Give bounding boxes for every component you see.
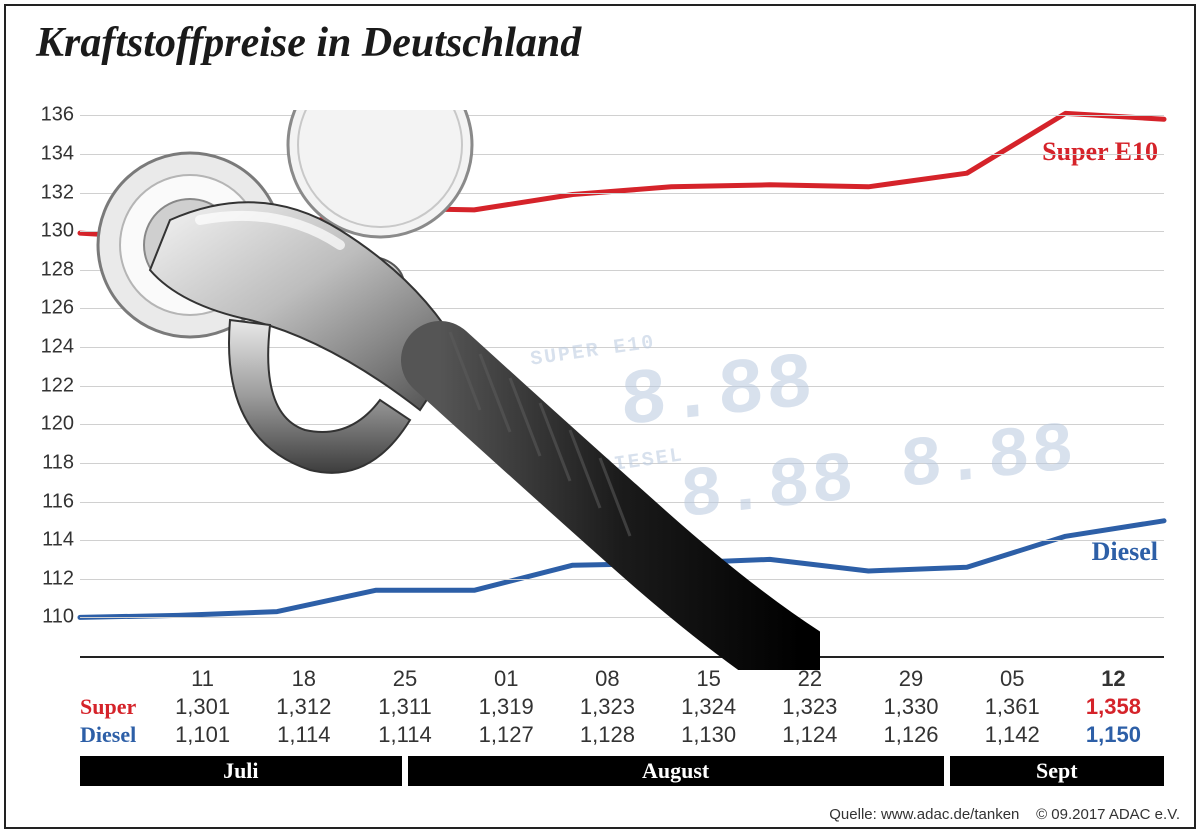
table-dates-row: 11182501081522290512 bbox=[80, 666, 1164, 694]
gridline bbox=[80, 347, 1164, 348]
gridline bbox=[80, 424, 1164, 425]
row-label: Diesel bbox=[80, 722, 152, 748]
series-label-super-e10: Super E10 bbox=[1042, 137, 1158, 167]
date-cell: 29 bbox=[860, 666, 961, 692]
ytick-label: 124 bbox=[36, 336, 74, 359]
date-cell: 08 bbox=[557, 666, 658, 692]
gridline bbox=[80, 617, 1164, 618]
gridline bbox=[80, 579, 1164, 580]
price-cell: 1,124 bbox=[759, 722, 860, 748]
gridline bbox=[80, 270, 1164, 271]
series-label-diesel: Diesel bbox=[1092, 537, 1158, 567]
series-line-super-e10 bbox=[80, 113, 1164, 238]
price-cell: 1,358 bbox=[1063, 694, 1164, 720]
ytick-label: 120 bbox=[36, 413, 74, 436]
chart-title: Kraftstoffpreise in Deutschland bbox=[36, 22, 581, 64]
price-cell: 1,311 bbox=[354, 694, 455, 720]
ytick-label: 132 bbox=[36, 181, 74, 204]
footer-source-label: Quelle: bbox=[829, 806, 877, 823]
gridline bbox=[80, 463, 1164, 464]
price-cell: 1,319 bbox=[456, 694, 557, 720]
price-cell: 1,114 bbox=[253, 722, 354, 748]
ytick-label: 134 bbox=[36, 142, 74, 165]
price-cell: 1,312 bbox=[253, 694, 354, 720]
gridline bbox=[80, 193, 1164, 194]
gridline bbox=[80, 308, 1164, 309]
gridline bbox=[80, 502, 1164, 503]
ytick-label: 114 bbox=[36, 529, 74, 552]
gridline bbox=[80, 386, 1164, 387]
gridline bbox=[80, 154, 1164, 155]
ytick-label: 130 bbox=[36, 220, 74, 243]
date-cell: 12 bbox=[1063, 666, 1164, 692]
price-cell: 1,150 bbox=[1063, 722, 1164, 748]
price-cell: 1,323 bbox=[557, 694, 658, 720]
date-cell: 15 bbox=[658, 666, 759, 692]
price-cell: 1,101 bbox=[152, 722, 253, 748]
date-cell: 25 bbox=[354, 666, 455, 692]
date-cell: 05 bbox=[962, 666, 1063, 692]
x-axis-baseline bbox=[80, 656, 1164, 658]
chart-area: Super E10 Diesel 110 112 114 116 118 120 122 12… bbox=[36, 96, 1164, 656]
ytick-label: 112 bbox=[36, 567, 74, 590]
price-cell: 1,361 bbox=[962, 694, 1063, 720]
ytick-label: 116 bbox=[36, 490, 74, 513]
footer-copyright: © 09.2017 ADAC e.V. bbox=[1036, 806, 1180, 823]
line-chart-svg bbox=[80, 96, 1164, 656]
price-cell: 1,330 bbox=[860, 694, 961, 720]
price-cell: 1,301 bbox=[152, 694, 253, 720]
date-cell: 18 bbox=[253, 666, 354, 692]
gridline bbox=[80, 540, 1164, 541]
ytick-label: 122 bbox=[36, 374, 74, 397]
price-cell: 1,114 bbox=[354, 722, 455, 748]
date-cell: 11 bbox=[152, 666, 253, 692]
price-cell: 1,142 bbox=[962, 722, 1063, 748]
ytick-label: 110 bbox=[36, 606, 74, 629]
table-row-super: Super1,3011,3121,3111,3191,3231,3241,323… bbox=[80, 694, 1164, 722]
month-segment-august: August bbox=[408, 756, 944, 786]
ytick-label: 128 bbox=[36, 258, 74, 281]
gridline bbox=[80, 115, 1164, 116]
ytick-label: 126 bbox=[36, 297, 74, 320]
gridline bbox=[80, 231, 1164, 232]
footer-credits: Quelle: www.adac.de/tanken © 09.2017 ADA… bbox=[829, 806, 1180, 823]
table-row-diesel: Diesel1,1011,1141,1141,1271,1281,1301,12… bbox=[80, 722, 1164, 750]
price-cell: 1,324 bbox=[658, 694, 759, 720]
row-label: Super bbox=[80, 694, 152, 720]
price-cell: 1,128 bbox=[557, 722, 658, 748]
price-cell: 1,127 bbox=[456, 722, 557, 748]
price-cell: 1,130 bbox=[658, 722, 759, 748]
price-cell: 1,323 bbox=[759, 694, 860, 720]
footer-source-url: www.adac.de/tanken bbox=[881, 806, 1019, 823]
month-bar: JuliAugustSept bbox=[80, 756, 1164, 786]
price-cell: 1,126 bbox=[860, 722, 961, 748]
plot-region: Super E10 Diesel 11011211411611812012212… bbox=[80, 96, 1164, 656]
month-segment-juli: Juli bbox=[80, 756, 402, 786]
price-table: 11182501081522290512Super1,3011,3121,311… bbox=[80, 666, 1164, 750]
ytick-label: 136 bbox=[36, 104, 74, 127]
month-segment-sept: Sept bbox=[950, 756, 1164, 786]
date-cell: 01 bbox=[456, 666, 557, 692]
date-cell: 22 bbox=[759, 666, 860, 692]
ytick-label: 118 bbox=[36, 451, 74, 474]
series-line-diesel bbox=[80, 521, 1164, 618]
